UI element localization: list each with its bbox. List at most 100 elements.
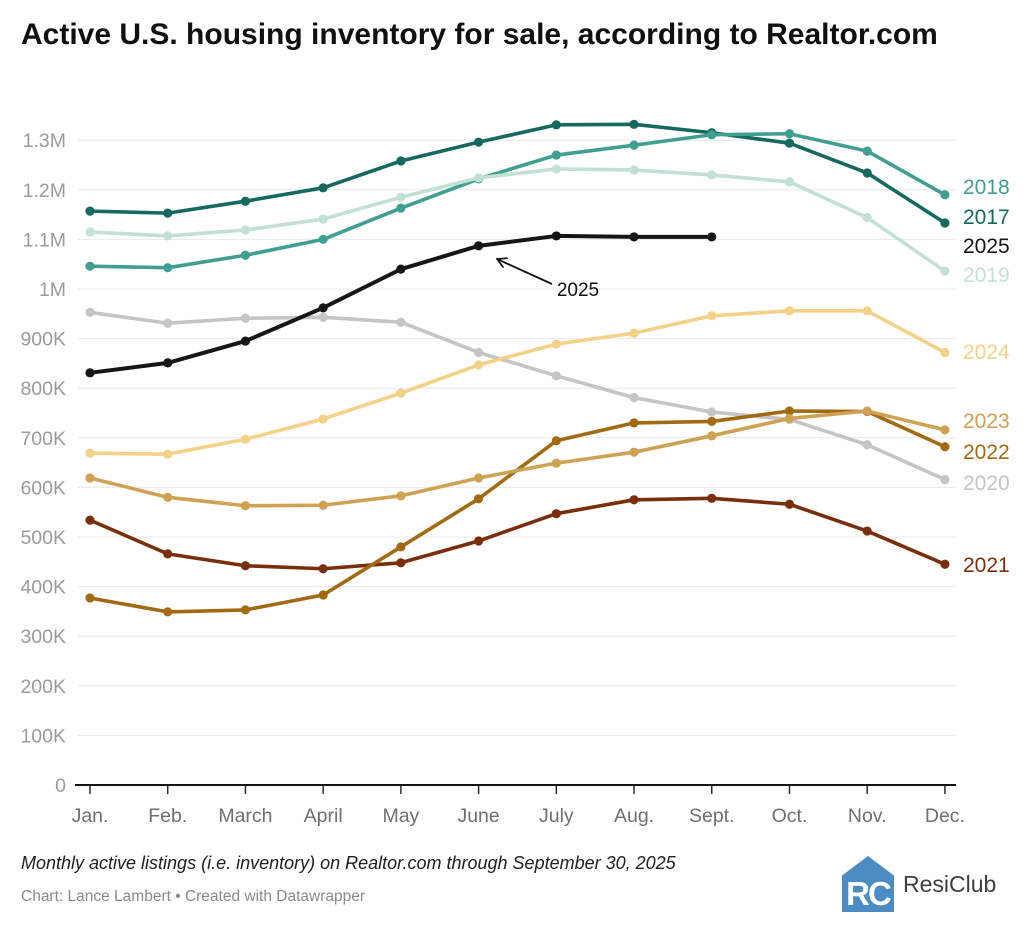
data-point-2020 (551, 371, 561, 381)
data-point-2021 (707, 493, 717, 503)
resiclub-logo-text: ResiClub (903, 870, 997, 897)
data-point-2019 (784, 177, 795, 187)
y-axis-tick-label: 1.3M (23, 130, 66, 152)
data-point-2023 (240, 501, 251, 511)
data-point-2017 (784, 138, 795, 148)
data-point-2018 (707, 130, 717, 140)
data-point-2018 (784, 129, 795, 139)
month-label: Nov. (848, 805, 887, 827)
data-point-2023 (85, 473, 95, 483)
data-point-2017 (396, 156, 406, 166)
inventory-line-chart: 0 100K 200K 300K 400K 500K 600K 700K 800K 900K 1M 1… (20, 119, 1010, 827)
data-point-2024 (551, 339, 561, 349)
month-label: June (457, 805, 499, 827)
data-point-2020 (240, 313, 251, 323)
data-point-2022 (396, 542, 406, 552)
data-point-2022 (318, 590, 328, 600)
data-point-2022 (940, 442, 950, 452)
data-point-2018 (318, 234, 328, 244)
data-point-2017 (940, 218, 950, 228)
data-point-2024 (940, 347, 950, 358)
data-point-2023 (629, 447, 639, 457)
series-label-2017: 2017 (963, 206, 1010, 229)
data-point-2021 (551, 509, 561, 519)
data-point-2022 (163, 607, 173, 617)
data-point-2021 (940, 559, 950, 569)
series-line-2017 (88, 122, 947, 225)
data-point-2020 (85, 307, 95, 317)
data-point-2019 (318, 214, 328, 224)
data-point-2019 (629, 165, 639, 175)
data-point-2023 (551, 458, 561, 468)
data-point-2022 (784, 406, 795, 416)
y-axis-tick-label: 700K (20, 428, 66, 450)
data-point-2017 (551, 120, 561, 130)
annotation-arrow (496, 258, 553, 285)
series-line-2024 (88, 309, 947, 456)
series-label-2022: 2022 (963, 441, 1010, 464)
data-point-2018 (163, 263, 173, 273)
data-point-2019 (396, 192, 406, 202)
data-point-2019 (551, 164, 561, 174)
data-point-2018 (85, 261, 95, 271)
data-point-2021 (474, 536, 484, 546)
data-point-2025 (396, 264, 406, 274)
series-label-2018: 2018 (963, 176, 1010, 199)
data-point-2023 (940, 425, 950, 435)
data-point-2018 (396, 203, 406, 213)
annotation-arrowhead (496, 257, 508, 260)
data-point-2023 (862, 406, 872, 416)
data-point-2023 (784, 413, 795, 424)
y-axis-tick-label: 0 (55, 775, 66, 797)
data-point-2017 (163, 208, 173, 218)
data-point-2025 (163, 358, 173, 368)
month-label: March (218, 805, 272, 827)
data-point-2020 (862, 440, 872, 450)
y-axis-tick-label: 1.2M (23, 180, 66, 202)
data-point-2021 (163, 549, 173, 559)
month-label: Jan. (72, 805, 109, 827)
data-point-2023 (318, 500, 328, 510)
data-point-2017 (240, 196, 251, 206)
data-point-2023 (396, 491, 406, 501)
data-point-2023 (163, 492, 173, 502)
data-point-2018 (551, 150, 561, 160)
series-line-2021 (88, 496, 947, 571)
data-point-2021 (862, 526, 872, 536)
data-point-2019 (707, 170, 717, 180)
data-point-2018 (940, 190, 950, 200)
data-point-2018 (629, 140, 639, 150)
data-point-2020 (396, 317, 406, 327)
month-label: Feb. (148, 805, 187, 827)
month-label: Sept. (689, 805, 735, 827)
annotation-label: 2025 (557, 280, 599, 301)
data-point-2019 (862, 212, 872, 223)
y-axis-tick-label: 100K (20, 725, 66, 747)
data-point-2024 (629, 328, 639, 338)
data-point-2024 (707, 311, 717, 321)
data-point-2025 (707, 232, 717, 242)
data-point-2018 (862, 146, 872, 156)
data-point-2020 (707, 407, 717, 417)
chart-note: Monthly active listings (i.e. inventory)… (21, 853, 676, 873)
data-point-2024 (318, 414, 328, 424)
month-label: Aug. (614, 805, 654, 827)
data-point-2024 (474, 360, 484, 370)
data-point-2020 (940, 474, 950, 485)
data-point-2024 (85, 448, 95, 458)
y-axis-tick-label: 500K (20, 527, 66, 549)
series-line-2023 (88, 409, 947, 508)
y-axis-tick-label: 1.1M (23, 229, 66, 251)
data-point-2022 (474, 494, 484, 504)
data-point-2019 (240, 225, 251, 235)
data-point-2022 (551, 436, 561, 446)
data-point-2020 (474, 347, 484, 358)
series-label-2025: 2025 (963, 235, 1010, 258)
logo-monogram: RC (846, 875, 891, 912)
series-line-2020 (88, 310, 947, 482)
data-point-2025 (551, 231, 561, 241)
data-point-2023 (707, 431, 717, 441)
data-point-2017 (629, 119, 639, 129)
month-label: Dec. (925, 805, 965, 827)
